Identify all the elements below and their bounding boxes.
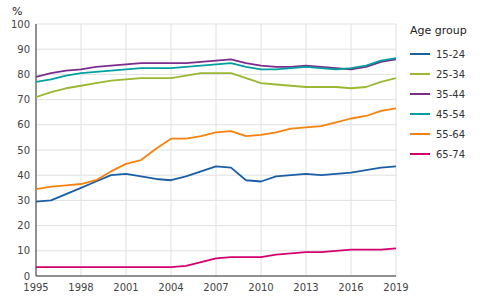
legend-label: 65-74 [436,149,465,160]
x-grid-line [171,24,172,276]
axes: 0 10 20 30 40 50 60 70 80 90 100 1995 1998 2001 2004 20… [11,19,409,294]
x-grid-line [351,24,352,276]
legend-swatch [410,53,430,55]
y-tick-label: 60 [17,119,30,130]
x-tick-label: 2016 [338,282,363,293]
series-line [36,73,396,97]
x-tick-label: 2001 [113,282,138,293]
x-axis-line [36,276,396,277]
y-axis-line [36,24,37,276]
legend-label: 35-44 [436,89,465,100]
y-tick-label: 20 [17,220,30,231]
x-grid-line [396,24,397,276]
x-grid-line [81,24,82,276]
series-line [36,58,396,82]
grid [36,24,396,276]
y-tick-label: 80 [17,69,30,80]
legend-swatch [410,93,430,95]
x-tick-label: 2013 [293,282,318,293]
series-line [36,108,396,189]
y-tick-label: 50 [17,145,30,156]
chart: 0 10 20 30 40 50 60 70 80 90 100 1995 1998 2001 2004 20… [0,0,492,302]
y-axis-label: % [12,5,22,18]
series-line [36,248,396,267]
y-tick-label: 100 [11,19,30,30]
x-tick-label: 2004 [158,282,183,293]
y-tick-label: 0 [24,271,30,282]
x-tick-label: 1995 [23,282,48,293]
legend: Age group 15-24 25-34 35-44 45-54 55-64 65-74 [410,24,467,160]
y-tick-label: 90 [17,44,30,55]
y-grid-line [36,276,396,277]
legend-swatch [410,113,430,115]
x-tick-label: 1998 [68,282,93,293]
legend-label: 55-64 [436,129,465,140]
x-tick-label: 2007 [203,282,228,293]
y-tick-label: 70 [17,94,30,105]
legend-title: Age group [410,24,467,37]
x-grid-line [36,24,37,276]
y-tick-label: 40 [17,170,30,181]
x-grid-line [216,24,217,276]
x-grid-line [261,24,262,276]
legend-swatch [410,153,430,155]
x-tick-label: 2019 [383,282,408,293]
legend-label: 25-34 [436,69,465,80]
legend-label: 15-24 [436,49,465,60]
y-tick-label: 30 [17,195,30,206]
x-grid-line [306,24,307,276]
legend-swatch [410,73,430,75]
y-tick-label: 10 [17,245,30,256]
background [0,0,492,302]
x-grid-line [126,24,127,276]
legend-label: 45-54 [436,109,465,120]
lines [36,58,396,267]
x-tick-label: 2010 [248,282,273,293]
legend-swatch [410,133,430,135]
series-line [36,166,396,201]
